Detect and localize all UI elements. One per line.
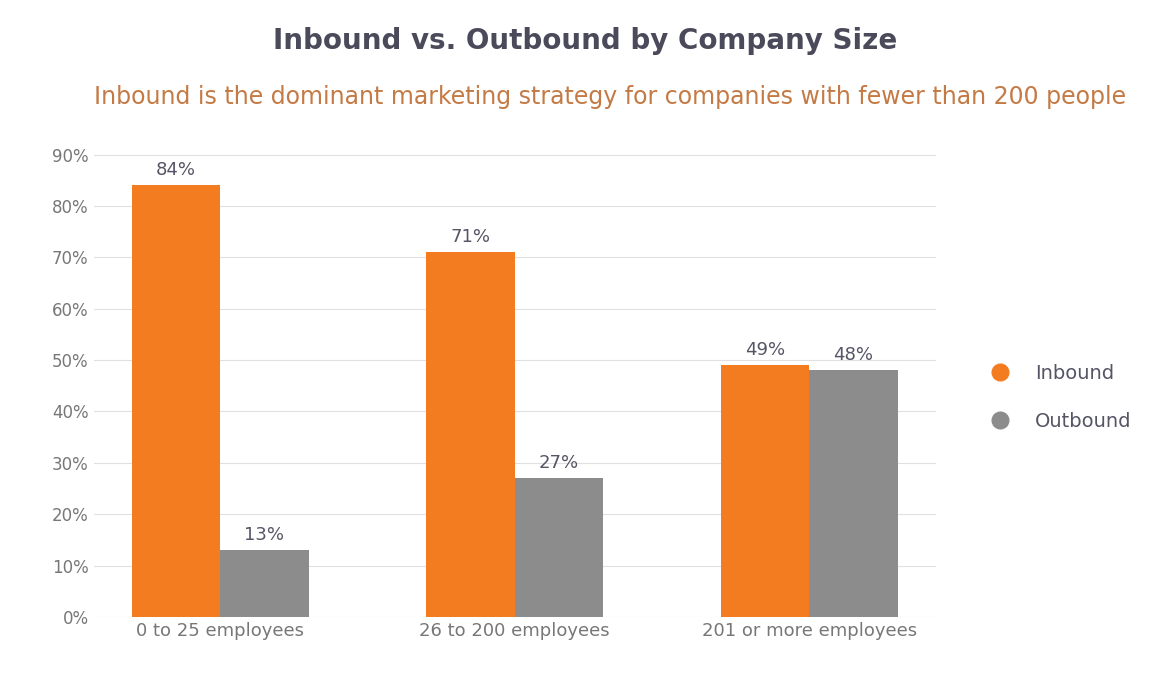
Text: Inbound vs. Outbound by Company Size: Inbound vs. Outbound by Company Size [273, 27, 897, 55]
Bar [515, 478, 604, 617]
Text: 84%: 84% [156, 161, 197, 179]
Bar [220, 550, 309, 617]
Legend: Inbound, Outbound: Inbound, Outbound [971, 354, 1142, 441]
Text: Inbound is the dominant marketing strategy for companies with fewer than 200 peo: Inbound is the dominant marketing strate… [94, 85, 1126, 108]
Text: 48%: 48% [833, 346, 874, 364]
Bar [810, 370, 897, 617]
Text: 27%: 27% [539, 454, 579, 472]
Text: 71%: 71% [450, 228, 490, 246]
Bar [426, 252, 515, 617]
Text: 13%: 13% [245, 526, 284, 544]
Bar [721, 365, 810, 617]
Bar [132, 185, 220, 617]
Text: 49%: 49% [745, 341, 785, 359]
